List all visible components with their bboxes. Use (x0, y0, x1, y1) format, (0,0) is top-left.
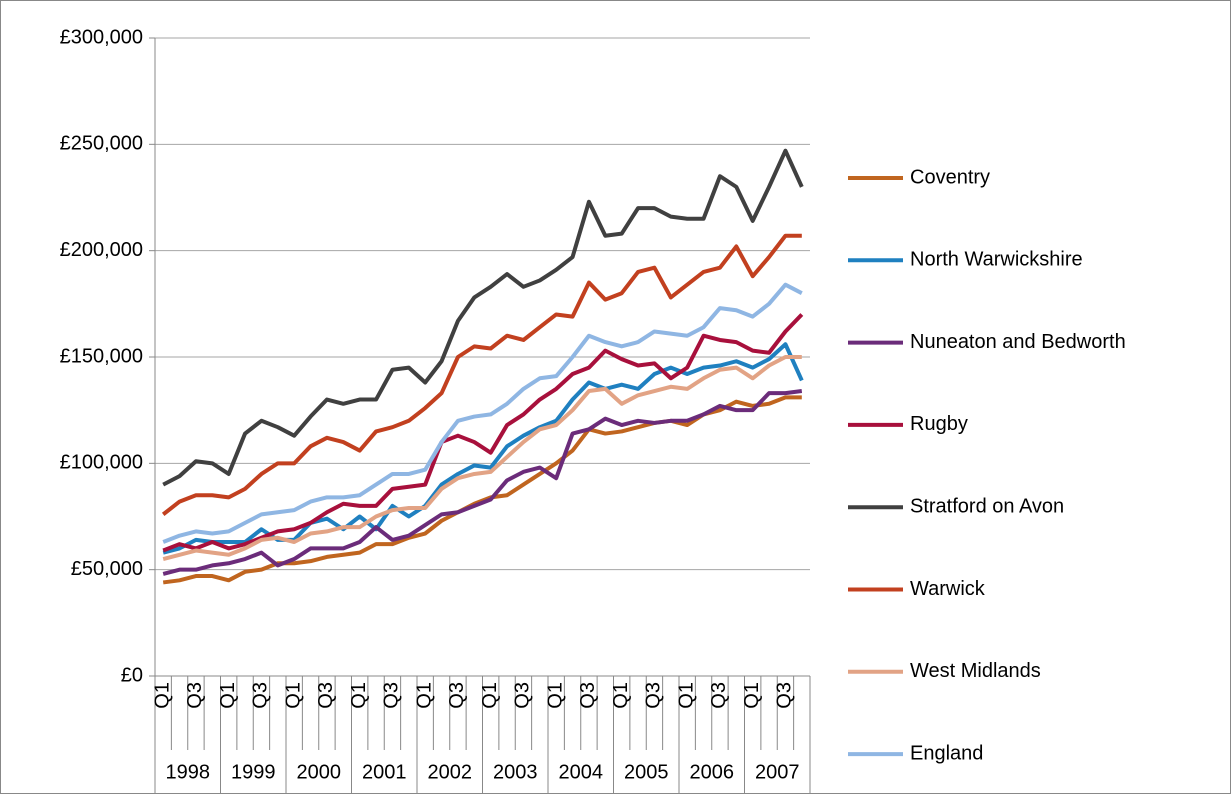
x-tick-label: Q3 (708, 682, 730, 709)
y-tick-label: £0 (121, 664, 143, 686)
x-tick-label: Q3 (315, 682, 337, 709)
x-tick-label: Q1 (675, 682, 697, 709)
legend-label: England (910, 742, 983, 764)
x-tick-label: Q3 (643, 682, 665, 709)
x-group-label: 2000 (297, 761, 342, 783)
series-line (162, 313, 804, 553)
legend-label: North Warwickshire (910, 249, 1083, 271)
x-tick-label: Q1 (544, 682, 566, 709)
x-tick-label: Q1 (413, 682, 435, 709)
y-tick-label: £300,000 (60, 26, 143, 48)
series-line (162, 282, 803, 544)
x-group-label: 1998 (166, 761, 211, 783)
legend-label: Warwick (910, 578, 986, 600)
x-group-label: 2004 (559, 761, 604, 783)
legend-label: Stratford on Avon (910, 495, 1064, 517)
legend-label: West Midlands (910, 660, 1041, 682)
y-tick-label: £250,000 (60, 133, 143, 155)
x-group-label: 2003 (493, 761, 538, 783)
y-tick-label: £200,000 (60, 239, 143, 261)
x-group-label: 2005 (624, 761, 669, 783)
x-tick-label: Q3 (184, 682, 206, 709)
x-group-label: 2007 (755, 761, 800, 783)
x-tick-label: Q1 (217, 682, 239, 709)
y-tick-label: £50,000 (71, 558, 143, 580)
y-tick-label: £100,000 (60, 452, 143, 474)
x-tick-label: Q1 (479, 682, 501, 709)
legend-label: Coventry (910, 166, 990, 188)
x-group-label: 2001 (362, 761, 407, 783)
series-line (162, 355, 802, 561)
x-group-label: 1999 (231, 761, 276, 783)
x-tick-label: Q3 (446, 682, 468, 709)
x-tick-label: Q1 (610, 682, 632, 709)
series-line (161, 233, 802, 516)
x-group-label: 2002 (428, 761, 473, 783)
legend-label: Rugby (910, 413, 968, 435)
y-tick-label: £150,000 (60, 345, 143, 367)
x-tick-label: Q3 (381, 682, 403, 709)
x-tick-label: Q1 (741, 682, 763, 709)
series-line (162, 389, 803, 576)
x-group-label: 2006 (690, 761, 735, 783)
x-tick-label: Q3 (774, 682, 796, 709)
x-tick-label: Q3 (577, 682, 599, 709)
x-tick-label: Q1 (151, 682, 173, 709)
legend-label: Nuneaton and Bedworth (910, 331, 1126, 353)
x-tick-label: Q1 (282, 682, 304, 709)
series-line (162, 148, 804, 487)
x-tick-label: Q3 (250, 682, 272, 709)
x-tick-label: Q3 (512, 682, 534, 709)
x-tick-label: Q1 (348, 682, 370, 709)
